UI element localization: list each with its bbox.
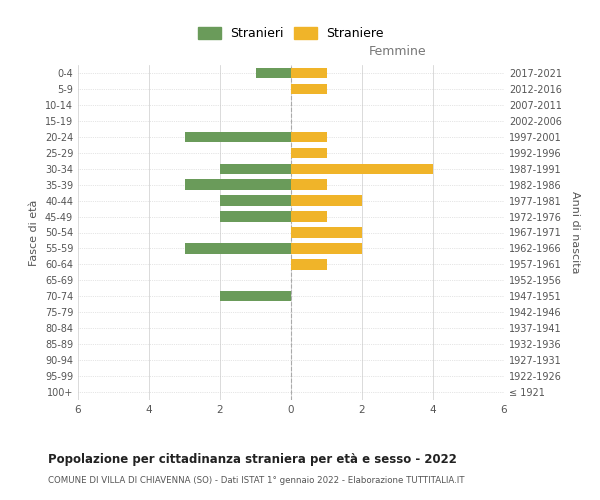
Text: Popolazione per cittadinanza straniera per età e sesso - 2022: Popolazione per cittadinanza straniera p… — [48, 452, 457, 466]
Bar — [291, 132, 326, 142]
Bar — [291, 228, 362, 237]
Bar — [291, 212, 326, 222]
Y-axis label: Anni di nascita: Anni di nascita — [570, 191, 580, 274]
Bar — [220, 291, 291, 302]
Bar — [291, 244, 362, 254]
Legend: Stranieri, Straniere: Stranieri, Straniere — [196, 24, 386, 42]
Bar — [185, 244, 291, 254]
Bar — [185, 180, 291, 190]
Bar — [220, 212, 291, 222]
Y-axis label: Fasce di età: Fasce di età — [29, 200, 39, 266]
Bar — [291, 84, 326, 94]
Bar — [291, 148, 326, 158]
Bar — [291, 259, 326, 270]
Bar — [291, 164, 433, 174]
Text: COMUNE DI VILLA DI CHIAVENNA (SO) - Dati ISTAT 1° gennaio 2022 - Elaborazione TU: COMUNE DI VILLA DI CHIAVENNA (SO) - Dati… — [48, 476, 464, 485]
Bar — [185, 132, 291, 142]
Bar — [220, 164, 291, 174]
Bar — [291, 196, 362, 206]
Text: Femmine: Femmine — [368, 46, 427, 59]
Bar — [256, 68, 291, 78]
Bar — [220, 196, 291, 206]
Bar — [291, 180, 326, 190]
Bar — [291, 68, 326, 78]
